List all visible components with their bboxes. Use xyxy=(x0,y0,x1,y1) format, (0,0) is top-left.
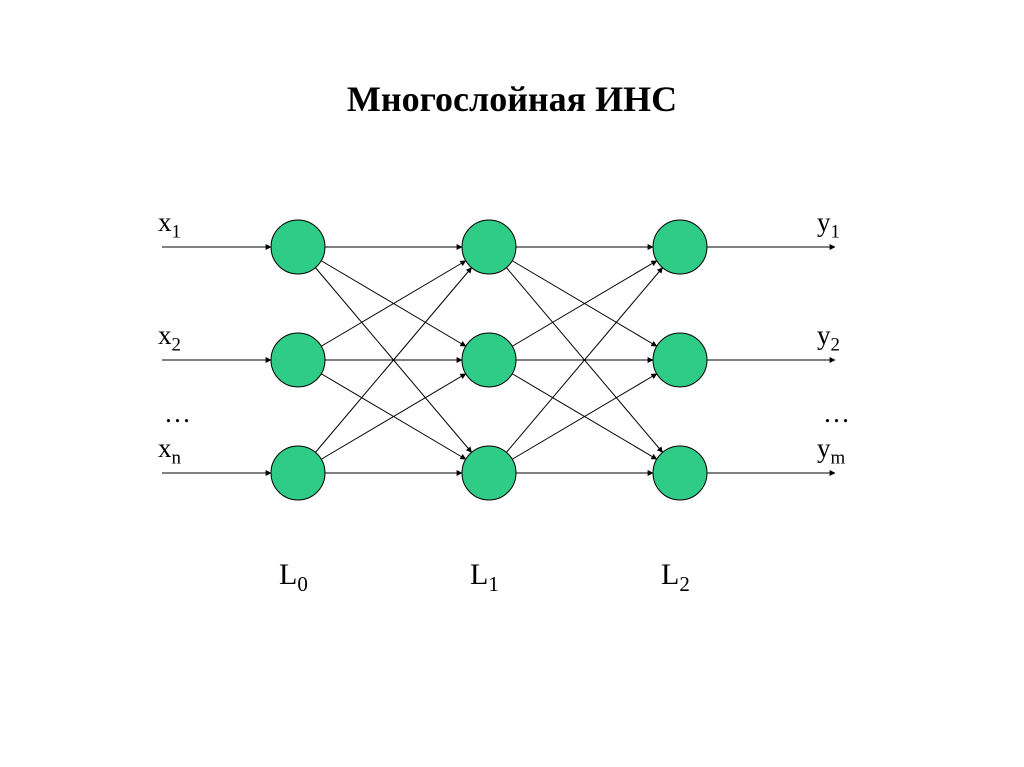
output-label: … xyxy=(823,398,850,429)
neuron-node xyxy=(462,220,516,274)
neuron-node xyxy=(271,333,325,387)
neuron-node xyxy=(653,220,707,274)
neuron-node xyxy=(271,446,325,500)
neuron-node xyxy=(271,220,325,274)
output-label: y2 xyxy=(817,320,840,356)
layer-label: L0 xyxy=(279,558,308,597)
neuron-node xyxy=(462,446,516,500)
output-label: y1 xyxy=(817,207,840,243)
output-label: ym xyxy=(817,433,845,469)
neuron-node xyxy=(653,446,707,500)
input-label: xn xyxy=(158,433,181,469)
input-label: x2 xyxy=(158,320,181,356)
input-label: … xyxy=(164,398,191,429)
neuron-node xyxy=(462,333,516,387)
layer-label: L1 xyxy=(470,558,499,597)
neuron-node xyxy=(653,333,707,387)
input-label: x1 xyxy=(158,207,181,243)
network-diagram xyxy=(0,0,1024,767)
layer-label: L2 xyxy=(661,558,690,597)
